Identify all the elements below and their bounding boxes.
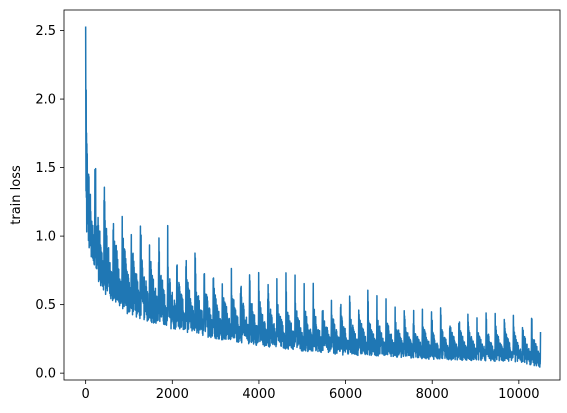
x-tick-label: 4000	[242, 387, 275, 402]
x-tick-label: 10000	[498, 387, 539, 402]
series-layer	[84, 26, 542, 368]
y-tick-label: 1.5	[35, 161, 56, 176]
x-axis: 0 2000 4000 6000 8000 10000	[82, 380, 540, 402]
y-tick-label: 1.0	[35, 230, 56, 245]
plot-frame	[63, 9, 561, 381]
train-loss-line	[84, 26, 542, 368]
x-tick-label: 8000	[416, 387, 449, 402]
y-tick-label: 2.0	[35, 93, 56, 108]
x-tick-label: 0	[82, 387, 90, 402]
x-tick-label: 2000	[156, 387, 189, 402]
y-tick-label: 0.0	[35, 367, 56, 382]
y-axis-label: train loss	[9, 165, 24, 225]
y-tick-label: 2.5	[35, 24, 56, 39]
x-tick-label: 6000	[329, 387, 362, 402]
y-axis: 0.0 0.5 1.0 1.5 2.0 2.5	[35, 24, 64, 382]
y-tick-label: 0.5	[35, 298, 56, 313]
